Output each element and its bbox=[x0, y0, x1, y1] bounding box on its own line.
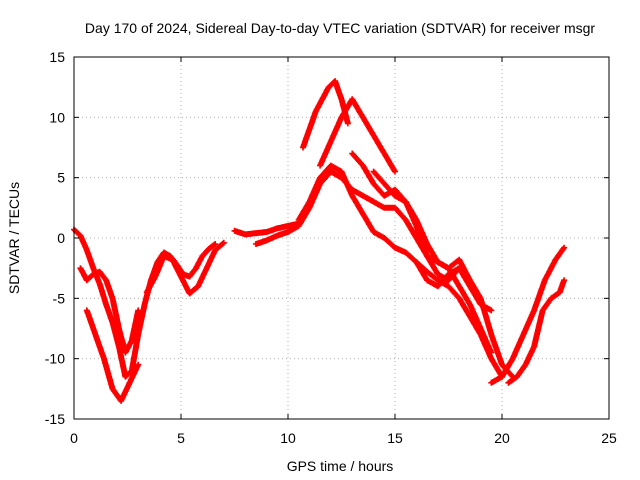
plus-marker-path bbox=[317, 96, 398, 175]
plus-marker-path bbox=[488, 244, 568, 386]
y-tick-label: 0 bbox=[57, 230, 65, 246]
x-tick-label: 5 bbox=[177, 430, 185, 446]
series-track-a bbox=[71, 226, 219, 380]
y-tick-label: -15 bbox=[45, 411, 65, 427]
plus-marker-path bbox=[143, 239, 227, 297]
x-axis-label: GPS time / hours bbox=[287, 458, 394, 474]
axis-ticks: 0 5 10 15 20 25 -15 -10 -5 0 5 10 15 bbox=[45, 49, 617, 446]
plus-marker-path bbox=[83, 307, 142, 404]
x-tick-label: 0 bbox=[70, 430, 78, 446]
plus-marker-path bbox=[413, 259, 495, 314]
plus-marker-path bbox=[77, 265, 142, 356]
chart-title: Day 170 of 2024, Sidereal Day-to-day VTE… bbox=[85, 20, 595, 36]
series-track-c bbox=[83, 307, 142, 404]
x-tick-label: 25 bbox=[601, 430, 617, 446]
data-marks bbox=[71, 78, 568, 404]
plus-marker-path bbox=[505, 277, 568, 386]
x-tick-label: 10 bbox=[280, 430, 296, 446]
y-tick-label: -5 bbox=[53, 290, 66, 306]
grid-layer bbox=[74, 57, 609, 419]
series-track-d bbox=[143, 239, 227, 297]
plus-marker-path bbox=[71, 226, 219, 380]
y-tick-label: -10 bbox=[45, 351, 65, 367]
y-axis-label: SDTVAR / TECUs bbox=[6, 182, 22, 294]
x-tick-label: 20 bbox=[494, 430, 510, 446]
series-track-e bbox=[231, 220, 302, 238]
y-tick-label: 10 bbox=[49, 109, 65, 125]
series-track-l bbox=[413, 259, 495, 314]
series-track-b bbox=[77, 265, 142, 356]
series-track-m bbox=[488, 244, 568, 386]
x-tick-label: 15 bbox=[387, 430, 403, 446]
plus-marker-path bbox=[231, 220, 302, 238]
y-tick-label: 5 bbox=[57, 170, 65, 186]
y-tick-label: 15 bbox=[49, 49, 65, 65]
series-track-n bbox=[505, 277, 568, 386]
series-track-i bbox=[317, 96, 398, 175]
